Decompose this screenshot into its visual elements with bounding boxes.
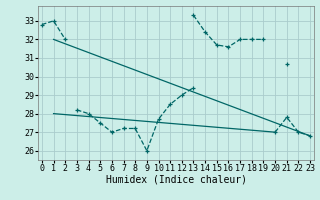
X-axis label: Humidex (Indice chaleur): Humidex (Indice chaleur) xyxy=(106,175,246,185)
